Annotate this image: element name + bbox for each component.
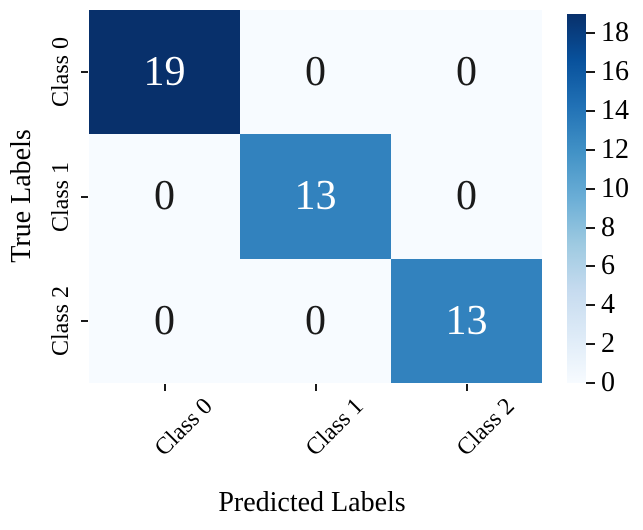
colorbar-tick-mark [586, 110, 595, 113]
heatmap-cell-r2c0: 0 [89, 258, 240, 383]
heatmap-cell-r2c2: 13 [391, 258, 542, 383]
colorbar-tick-label-2: 2 [601, 328, 615, 360]
colorbar-tick-mark [586, 304, 595, 307]
colorbar [567, 14, 586, 383]
y-tick-label-1: Class 1 [48, 161, 74, 232]
colorbar-tick-mark [586, 32, 595, 35]
y-axis-title: True Labels [6, 129, 37, 263]
x-tick-label-2: Class 2 [452, 393, 521, 462]
x-axis-tick-mark [163, 384, 166, 391]
colorbar-tick-label-12: 12 [601, 133, 629, 165]
cell-value: 0 [456, 173, 477, 220]
y-tick-label-0: Class 0 [48, 37, 74, 108]
colorbar-tick-mark [586, 343, 595, 346]
colorbar-tick-label-0: 0 [601, 367, 615, 398]
cell-value: 19 [143, 49, 186, 96]
colorbar-tick-mark [586, 265, 595, 268]
colorbar-tick-label-18: 18 [601, 17, 629, 49]
heatmap-cell-r1c0: 0 [89, 134, 240, 259]
colorbar-tick-mark [586, 148, 595, 151]
cell-value: 13 [445, 297, 488, 344]
heatmap-cell-r1c1: 13 [240, 134, 391, 259]
colorbar-tick-mark [586, 71, 595, 74]
heatmap-cell-r0c2: 0 [391, 10, 542, 135]
heatmap-cell-r0c0: 19 [89, 10, 240, 135]
x-tick-label-1: Class 1 [301, 393, 370, 462]
x-axis-tick-mark [465, 384, 468, 391]
heatmap-cell-r1c2: 0 [391, 134, 542, 259]
cell-value: 13 [294, 173, 337, 220]
y-axis-tick-mark [81, 319, 88, 322]
cell-value: 0 [305, 297, 326, 344]
colorbar-tick-label-6: 6 [601, 250, 615, 282]
y-axis-tick-mark [81, 195, 88, 198]
cell-value: 0 [456, 49, 477, 96]
colorbar-tick-label-14: 14 [601, 95, 629, 127]
heatmap-cell-r0c1: 0 [240, 10, 391, 135]
colorbar-tick-label-10: 10 [601, 172, 629, 204]
colorbar-tick-label-4: 4 [601, 289, 615, 321]
y-tick-label-2: Class 2 [48, 285, 74, 356]
cell-value: 0 [305, 49, 326, 96]
cell-value: 0 [154, 173, 175, 220]
y-axis-tick-mark [81, 71, 88, 74]
colorbar-tick-mark [586, 187, 595, 190]
heatmap-grid: 19 0 0 0 13 0 0 0 13 [89, 10, 542, 383]
cell-value: 0 [154, 297, 175, 344]
x-axis-title: Predicted Labels [218, 487, 406, 518]
colorbar-tick-label-16: 16 [601, 56, 629, 88]
colorbar-tick-mark [586, 382, 595, 384]
colorbar-tick-mark [586, 226, 595, 229]
heatmap-cell-r2c1: 0 [240, 258, 391, 383]
x-axis-tick-mark [314, 384, 317, 391]
x-tick-label-0: Class 0 [150, 393, 219, 462]
colorbar-tick-label-8: 8 [601, 211, 615, 243]
